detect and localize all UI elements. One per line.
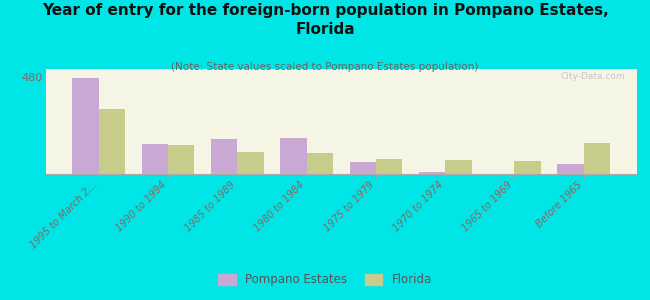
- Bar: [376, 159, 402, 174]
- Bar: [445, 160, 471, 174]
- Bar: [419, 172, 445, 174]
- Bar: [307, 153, 333, 174]
- Bar: [237, 152, 264, 174]
- Text: Year of entry for the foreign-born population in Pompano Estates,
Florida: Year of entry for the foreign-born popul…: [42, 3, 608, 37]
- Legend: Pompano Estates, Florida: Pompano Estates, Florida: [213, 269, 437, 291]
- Bar: [350, 162, 376, 174]
- Bar: [72, 78, 99, 174]
- Bar: [99, 110, 125, 174]
- Text: City-Data.com: City-Data.com: [560, 72, 625, 81]
- Bar: [558, 164, 584, 174]
- Bar: [211, 139, 237, 174]
- Bar: [515, 161, 541, 174]
- Bar: [584, 143, 610, 174]
- Bar: [168, 145, 194, 174]
- Text: (Note: State values scaled to Pompano Estates population): (Note: State values scaled to Pompano Es…: [172, 61, 478, 71]
- Bar: [280, 138, 307, 174]
- Bar: [142, 144, 168, 174]
